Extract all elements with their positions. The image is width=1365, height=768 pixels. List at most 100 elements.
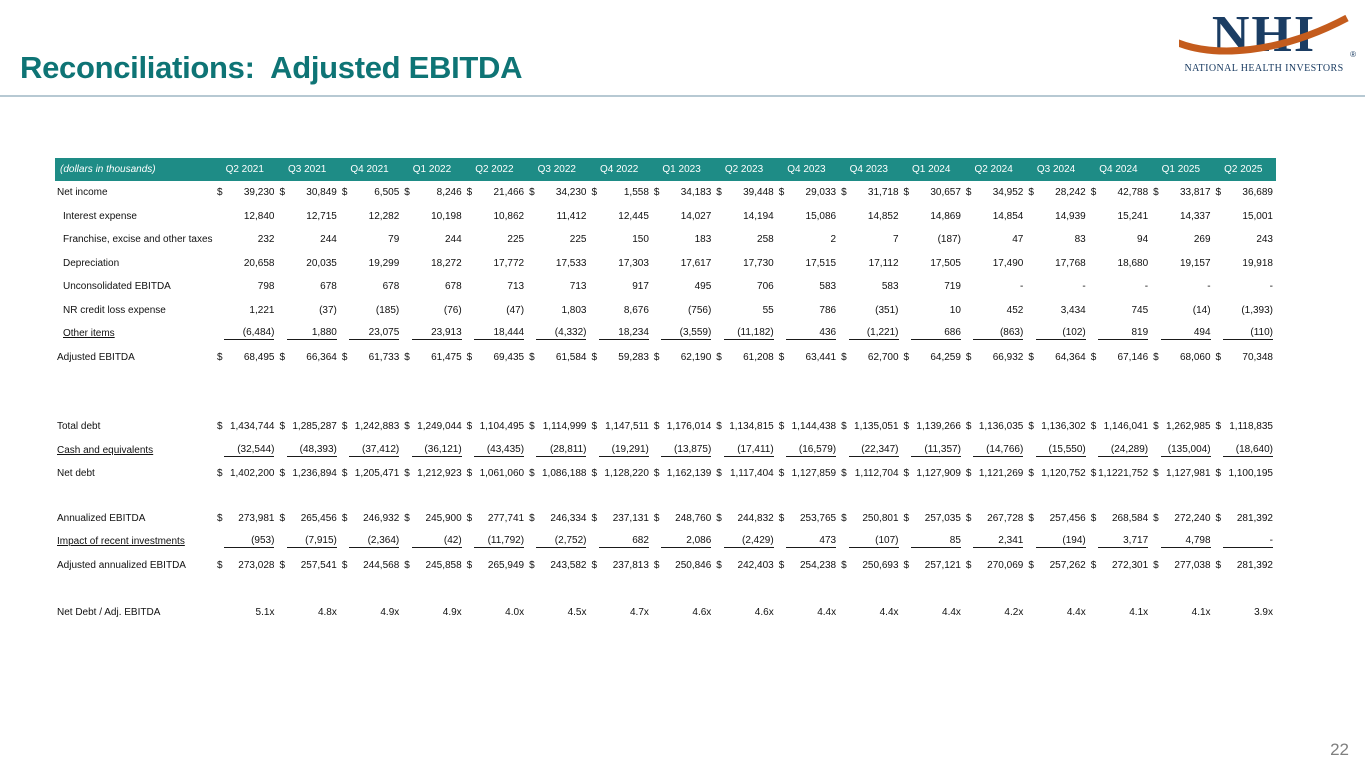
cell-value: (953) (224, 535, 275, 549)
table-cell: $257,541 (277, 554, 339, 578)
table-cell: $1,162,139 (652, 462, 714, 486)
table-cell: $273,028 (215, 554, 277, 578)
cell-value: 250,846 (675, 559, 712, 571)
dollar-sign: $ (1153, 559, 1159, 571)
cell-value: 1,434,744 (229, 421, 275, 433)
table-cell: (17,411) (714, 439, 776, 463)
table-cell: 682 (589, 530, 651, 554)
table-row: Net Debt / Adj. EBITDA 5.1x 4.8x 4.9x 4.9x 4.… (55, 601, 1276, 625)
dollar-sign: $ (778, 421, 785, 433)
dollar-sign: $ (529, 559, 535, 571)
dollar-sign: $ (903, 351, 910, 363)
cell-value: (76) (443, 304, 462, 316)
dollar-sign: $ (965, 559, 972, 571)
table-cell: 7 (839, 228, 901, 252)
cell-value: (28,811) (536, 444, 587, 457)
cell-value: 1,135,051 (854, 421, 899, 433)
cell-value: 30,849 (306, 187, 337, 199)
column-header: Q3 2022 (527, 158, 590, 181)
cell-value: 23,075 (349, 327, 400, 341)
dollar-sign: $ (404, 421, 410, 433)
cell-value: 583 (881, 281, 899, 293)
cell-value: 248,760 (675, 512, 712, 524)
cell-value: 1,176,014 (666, 421, 712, 433)
table-header-row: (dollars in thousands) Q2 2021 Q3 2021 Q4 … (55, 158, 1276, 181)
cell-value: 39,448 (743, 187, 774, 199)
table-cell: 10,862 (465, 205, 527, 229)
dollar-sign: $ (1090, 512, 1097, 524)
cell-value: 232 (257, 234, 275, 246)
dollar-sign: $ (591, 421, 598, 433)
table-cell: 10,198 (402, 205, 464, 229)
cell-value: 281,392 (1236, 559, 1273, 571)
cell-value: 494 (1160, 327, 1211, 341)
cell-value: (15,550) (1035, 444, 1086, 457)
cell-value: (2,752) (536, 535, 587, 549)
cell-value: (187) (937, 234, 961, 246)
table-cell: 494 (1151, 322, 1213, 346)
table-row: Net income $39,230 $30,849 $6,505 $8,246 $21,… (55, 181, 1276, 205)
table-cell: $1,242,883 (340, 415, 402, 439)
table-cell: 678 (340, 275, 402, 299)
cell-value: 4.5x (567, 607, 587, 619)
dollar-sign: $ (903, 512, 910, 524)
cell-value: 4.6x (692, 607, 712, 619)
table-cell: 15,001 (1214, 205, 1276, 229)
cell-value: 18,272 (431, 257, 462, 269)
table-cell: $272,240 (1151, 507, 1213, 531)
dollar-sign: $ (341, 512, 348, 524)
table-cell: $29,033 (777, 181, 839, 205)
table-cell: (11,357) (902, 439, 964, 463)
cell-value: (11,182) (723, 327, 774, 341)
table-cell: 14,337 (1151, 205, 1213, 229)
section-gap (55, 369, 1276, 415)
table-cell: $272,301 (1089, 554, 1151, 578)
cell-value: 678 (320, 281, 337, 293)
dollar-sign: $ (1153, 468, 1159, 480)
cell-value: 12,282 (368, 210, 400, 222)
dollar-sign: $ (279, 421, 286, 433)
dollar-sign: $ (591, 559, 598, 571)
dollar-sign: $ (217, 512, 223, 524)
cell-value: 1,100,195 (1228, 468, 1274, 480)
cell-value: 14,854 (992, 210, 1024, 222)
dollar-sign: $ (591, 351, 598, 363)
table-cell: 1,221 (215, 299, 277, 323)
table-cell: 4.0x (465, 601, 527, 625)
dollar-sign: $ (1090, 187, 1097, 199)
table-cell: 4,798 (1151, 530, 1213, 554)
table-cell: $257,456 (1026, 507, 1088, 531)
row-label: Net Debt / Adj. EBITDA (57, 607, 161, 619)
table-cell: $1,139,266 (902, 415, 964, 439)
cell-value: (135,004) (1160, 444, 1211, 457)
cell-value: 34,952 (992, 187, 1024, 199)
table-cell: (32,544) (215, 439, 277, 463)
cell-value: 79 (388, 234, 400, 246)
cell-value: 83 (1074, 234, 1086, 246)
cell-value: 265,456 (300, 512, 337, 524)
table-cell: 17,515 (777, 252, 839, 276)
cell-value: 10,862 (493, 210, 525, 222)
table-cell: $33,817 (1151, 181, 1213, 205)
table-cell: $244,568 (340, 554, 402, 578)
dollar-sign: $ (903, 187, 910, 199)
dollar-sign: $ (653, 421, 660, 433)
table-cell: (2,429) (714, 530, 776, 554)
dollar-sign: $ (404, 351, 410, 363)
dollar-sign: $ (1215, 421, 1222, 433)
cell-value: 1,136,035 (978, 421, 1024, 433)
title-divider (0, 95, 1365, 97)
cell-value: 1,136,302 (1041, 421, 1086, 433)
cell-value: 17,505 (930, 257, 961, 269)
row-label: Depreciation (63, 257, 120, 269)
table-cell: 1,803 (527, 299, 589, 323)
cell-value: 14,939 (1055, 210, 1086, 222)
table-cell: 583 (777, 275, 839, 299)
table-cell: $242,403 (714, 554, 776, 578)
table-cell: 5.1x (215, 601, 277, 625)
table-cell: 19,157 (1151, 252, 1213, 276)
section-gap (55, 577, 1276, 601)
dollar-sign: $ (841, 187, 847, 199)
cell-value: 786 (819, 304, 837, 316)
dollar-sign: $ (404, 187, 410, 199)
